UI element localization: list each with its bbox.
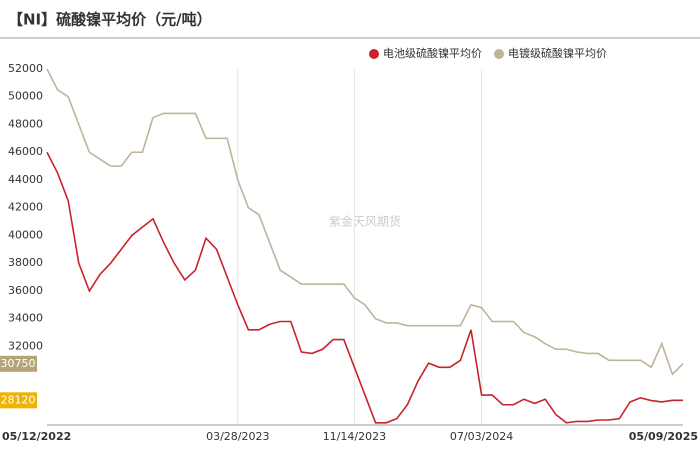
series-line: [46, 68, 684, 376]
y-tick-label: 36000: [8, 284, 43, 297]
legend-label: 电池级硫酸镍平均价: [383, 46, 482, 60]
y-tick-label: 34000: [8, 312, 43, 325]
chart-title: 【NI】硫酸镍平均价（元/吨）: [8, 11, 212, 29]
x-tick-label: 11/14/2023: [323, 430, 386, 443]
x-tick-label: 05/12/2022: [2, 430, 71, 443]
y-tick-label: 44000: [8, 173, 43, 186]
legend-marker: [369, 49, 379, 59]
y-tick-label: 46000: [8, 145, 43, 158]
y-tick-label: 52000: [8, 62, 43, 75]
y-tick-label: 50000: [8, 90, 43, 103]
series-line: [46, 151, 683, 424]
watermark: 紫金天风期货: [329, 214, 401, 229]
legend-marker: [494, 49, 504, 59]
x-tick-label: 07/03/2024: [450, 430, 513, 443]
last-value-badge: [0, 355, 37, 372]
y-tick-label: 48000: [8, 117, 43, 130]
last-value-label: 28120: [1, 393, 36, 406]
legend-label: 电镀级硫酸镍平均价: [508, 46, 607, 60]
x-tick-label: 03/28/2023: [206, 430, 269, 443]
y-tick-label: 40000: [8, 228, 43, 241]
x-tick-label: 05/09/2025: [629, 430, 698, 443]
last-value-label: 30750: [1, 357, 36, 370]
y-tick-label: 42000: [8, 201, 43, 214]
y-tick-label: 38000: [8, 256, 43, 269]
y-tick-label: 32000: [8, 339, 43, 352]
last-value-badge: [0, 392, 37, 409]
